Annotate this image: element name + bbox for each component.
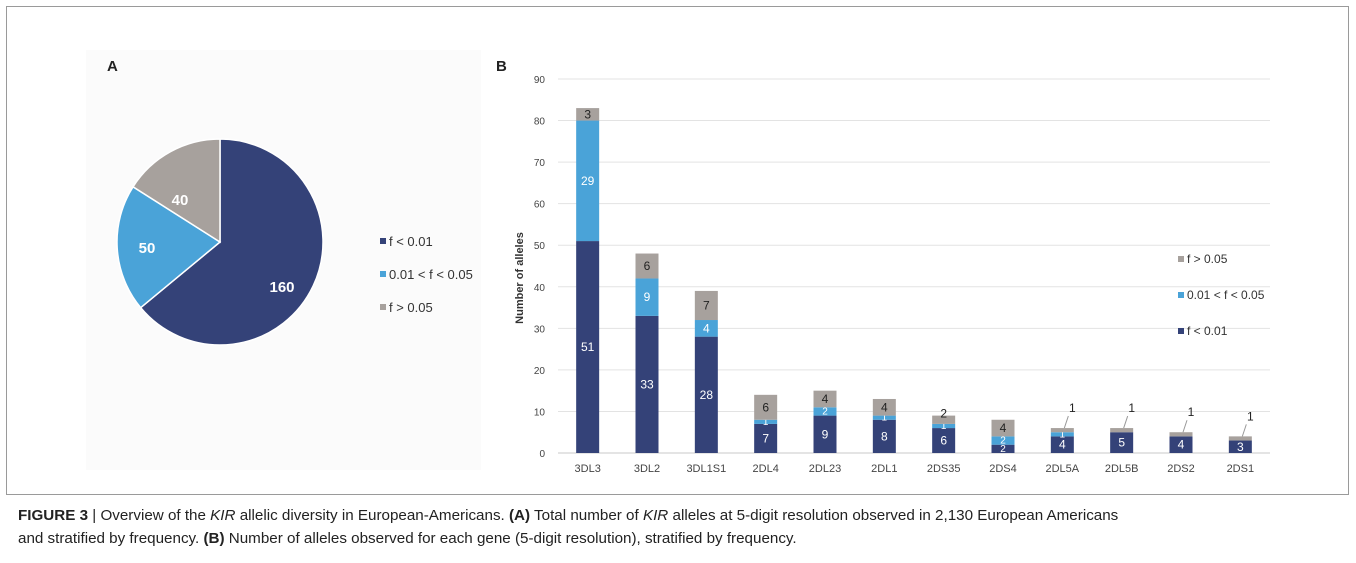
legend-label: f < 0.01 (389, 233, 433, 249)
figure-number: FIGURE 3 (18, 507, 89, 524)
bar-legend-item-f-lt-001: f < 0.01 (1178, 324, 1264, 338)
legend-swatch (380, 271, 386, 277)
bar-legend: f > 0.05 0.01 < f < 0.05 f < 0.01 (1178, 252, 1264, 360)
caption-gene-name: KIR (210, 507, 236, 524)
pie-legend: f < 0.01 0.01 < f < 0.05 f > 0.05 (380, 234, 473, 333)
caption-panel-ref-a: (A) (509, 507, 531, 524)
legend-label: f < 0.01 (1187, 324, 1228, 338)
caption-text: alleles at 5-digit resolution observed i… (668, 507, 1119, 524)
figure-frame (6, 6, 1349, 495)
caption-text: and stratified by frequency. (18, 530, 204, 547)
legend-label: 0.01 < f < 0.05 (1187, 288, 1265, 302)
legend-label: f > 0.05 (1187, 252, 1228, 266)
pie-legend-item-f-gt-005: f > 0.05 (380, 299, 473, 315)
caption-text: Total number of (530, 507, 643, 524)
caption-text: Overview of the (100, 507, 211, 524)
legend-swatch (380, 304, 386, 310)
pie-legend-item-f-lt-001: f < 0.01 (380, 233, 473, 249)
caption-text: Number of alleles observed for each gene… (224, 530, 797, 547)
pie-legend-item-f-mid: 0.01 < f < 0.05 (380, 266, 473, 282)
panel-b-label: B (496, 58, 507, 75)
caption-separator: | (88, 507, 101, 524)
legend-swatch (1178, 328, 1184, 334)
caption-line-1: FIGURE 3 | Overview of the KIR allelic d… (18, 504, 1348, 527)
legend-label: 0.01 < f < 0.05 (389, 266, 473, 282)
bar-legend-item-f-gt-005: f > 0.05 (1178, 252, 1264, 266)
legend-swatch (1178, 256, 1184, 262)
legend-label: f > 0.05 (389, 299, 433, 315)
legend-swatch (1178, 292, 1184, 298)
caption-panel-ref-b: (B) (203, 530, 225, 547)
caption-line-2: and stratified by frequency. (B) Number … (18, 527, 1348, 550)
figure-caption: FIGURE 3 | Overview of the KIR allelic d… (18, 504, 1348, 550)
bar-legend-item-f-mid: 0.01 < f < 0.05 (1178, 288, 1264, 302)
panel-a-label: A (107, 58, 118, 75)
caption-gene-name: KIR (642, 507, 669, 524)
legend-swatch (380, 238, 386, 244)
caption-text: allelic diversity in European-Americans. (235, 507, 509, 524)
